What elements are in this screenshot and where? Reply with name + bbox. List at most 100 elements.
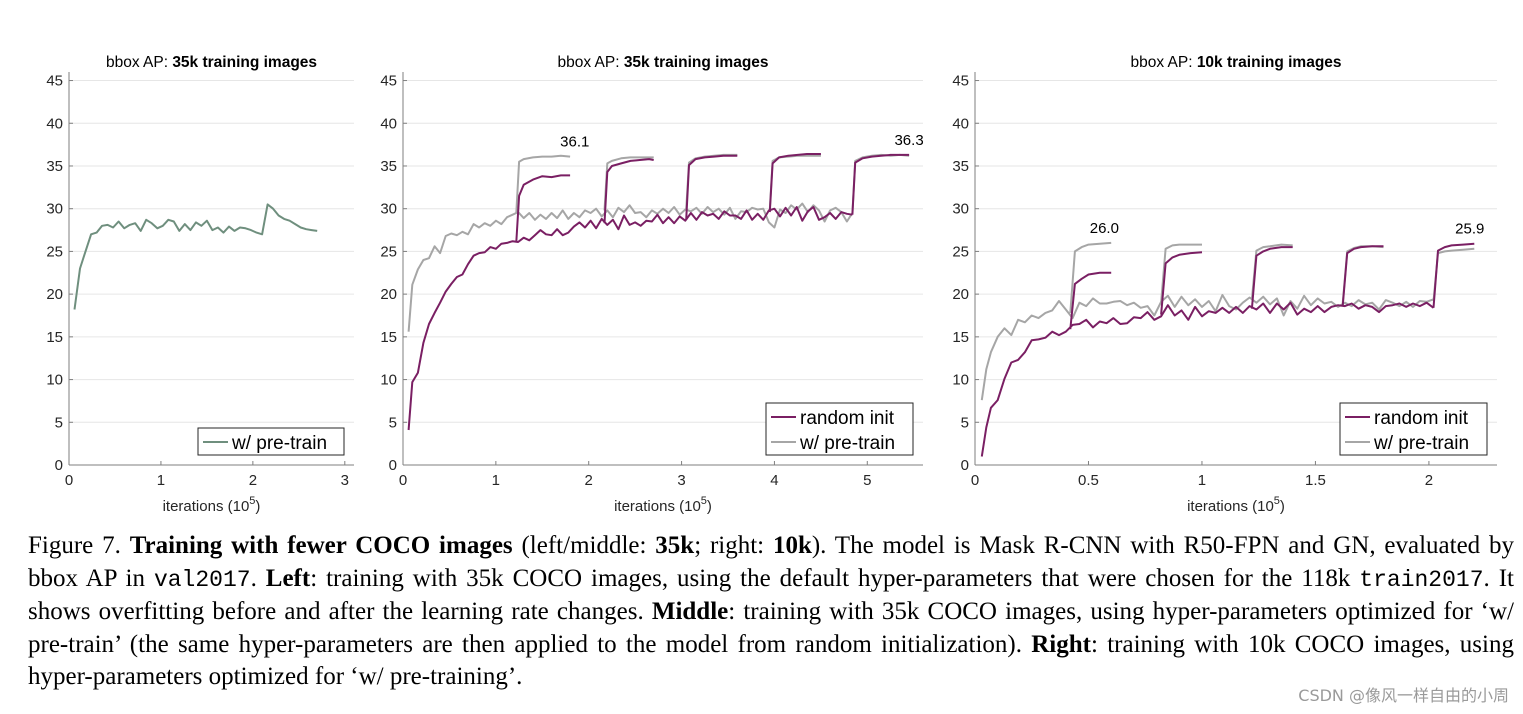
y-tick-label: 10: [46, 372, 63, 389]
y-tick-label: 25: [46, 243, 63, 260]
y-tick-label: 25: [380, 243, 397, 260]
series-branch-1: [515, 154, 571, 214]
y-tick-label: 5: [961, 414, 969, 431]
series-branch-1: [1069, 271, 1112, 330]
y-tick-label: 45: [380, 73, 397, 90]
series-branch-5: [1432, 247, 1475, 302]
y-tick-label: 40: [46, 115, 63, 132]
x-tick-label: 1: [1198, 472, 1206, 489]
y-tick-label: 5: [55, 414, 63, 431]
x-tick-label: 0: [65, 472, 73, 489]
x-tick-label: 2: [1425, 472, 1433, 489]
y-tick-label: 15: [46, 329, 63, 346]
y-tick-label: 45: [952, 73, 969, 90]
chart-title: bbox AP: 10k training images: [1130, 54, 1341, 71]
series-branch-1: [515, 174, 571, 243]
x-tick-label: 5: [863, 472, 871, 489]
chart-title-bold: 10k training images: [1197, 54, 1342, 71]
peak-annotation: 36.3: [894, 132, 923, 149]
y-tick-label: 10: [952, 372, 969, 389]
x-tick-label: 3: [677, 472, 685, 489]
chart-title-prefix: bbox AP:: [557, 54, 623, 71]
series-branch-5: [1432, 242, 1475, 308]
legend-label: w/ pre-train: [799, 433, 895, 454]
x-tick-label: 1: [157, 472, 165, 489]
legend-label: w/ pre-train: [231, 433, 327, 454]
x-axis-label-suffix: ): [255, 498, 260, 515]
x-tick-label: 2: [585, 472, 593, 489]
series-line-w-pre-train: [980, 294, 1434, 401]
y-tick-label: 20: [380, 286, 397, 303]
x-tick-label: 2: [249, 472, 257, 489]
x-tick-label: 1.5: [1305, 472, 1326, 489]
series-branch-3: [1250, 243, 1293, 300]
series-line-w-pre-train: [73, 203, 318, 310]
legend-box: [765, 402, 914, 456]
series-line-w-pre-train: [407, 202, 854, 332]
series-branch-2: [1160, 243, 1202, 303]
x-tick-label: 3: [341, 472, 349, 489]
y-tick-label: 5: [389, 414, 397, 431]
series-branch-2: [1160, 251, 1203, 315]
legend-label: random init: [800, 408, 895, 429]
series-line-random-init: [407, 206, 853, 431]
series-branch-5: [851, 153, 910, 215]
x-axis-label-exponent: 5: [1274, 495, 1280, 507]
figure-caption: Figure 7. Training with fewer COCO image…: [28, 532, 1514, 690]
chart-title-bold: 35k training images: [172, 54, 317, 71]
y-tick-label: 20: [46, 286, 63, 303]
y-tick-label: 40: [380, 115, 397, 132]
x-axis-label: iterations (105): [1187, 495, 1285, 515]
legend-label: w/ pre-train: [1373, 433, 1469, 454]
series-branch-4: [768, 153, 821, 213]
y-tick-label: 0: [55, 457, 63, 474]
x-axis-label: iterations (105): [614, 495, 712, 515]
y-tick-label: 15: [952, 329, 969, 346]
series-branch-2: [603, 158, 654, 224]
series-branch-5: [851, 153, 910, 214]
series-branch-4: [1341, 245, 1384, 307]
x-axis-label-exponent: 5: [701, 495, 707, 507]
legend-box: [197, 427, 345, 456]
y-tick-label: 20: [952, 286, 969, 303]
x-axis-label-text: iterations (10: [614, 498, 701, 515]
x-axis-label-text: iterations (10: [1187, 498, 1274, 515]
y-tick-label: 0: [961, 457, 969, 474]
x-axis-label-suffix: ): [1280, 498, 1285, 515]
x-tick-label: 4: [770, 472, 778, 489]
chart-title-bold: 35k training images: [624, 54, 769, 71]
y-tick-label: 45: [46, 73, 63, 90]
legend-label: random init: [1374, 408, 1469, 429]
x-tick-label: 1: [492, 472, 500, 489]
series-branch-3: [685, 153, 738, 210]
y-tick-label: 30: [380, 201, 397, 218]
x-axis-label-exponent: 5: [249, 495, 255, 507]
series-branch-3: [685, 154, 738, 220]
chart-title-prefix: bbox AP:: [1130, 54, 1196, 71]
peak-annotation: 26.0: [1090, 220, 1119, 237]
x-axis-label-suffix: ): [707, 498, 712, 515]
series-branch-1: [1069, 241, 1112, 313]
peak-annotation: 36.1: [560, 134, 589, 151]
chart-title-prefix: bbox AP:: [106, 54, 172, 71]
chart-title: bbox AP: 35k training images: [106, 54, 317, 71]
x-axis-label-text: iterations (10: [163, 498, 250, 515]
legend-box: [1339, 402, 1488, 456]
y-tick-label: 35: [952, 158, 969, 175]
y-tick-label: 0: [389, 457, 397, 474]
y-tick-label: 30: [46, 201, 63, 218]
y-tick-label: 10: [380, 372, 397, 389]
watermark: CSDN @像风一样自由的小周: [1298, 686, 1509, 705]
y-tick-label: 35: [380, 158, 397, 175]
chart-title: bbox AP: 35k training images: [557, 54, 768, 71]
y-tick-label: 15: [380, 329, 397, 346]
y-tick-label: 30: [952, 201, 969, 218]
peak-annotation: 25.9: [1455, 221, 1484, 238]
y-tick-label: 25: [952, 243, 969, 260]
chart-panel-3: 0 5 10 15 20 25 30 35 40 45 0 0.5 1 1.5 2 bbox AP: 10k …: [952, 54, 1497, 515]
x-tick-label: 0.5: [1078, 472, 1099, 489]
series-branch-4: [1341, 245, 1384, 304]
series-line-random-init: [980, 301, 1435, 457]
